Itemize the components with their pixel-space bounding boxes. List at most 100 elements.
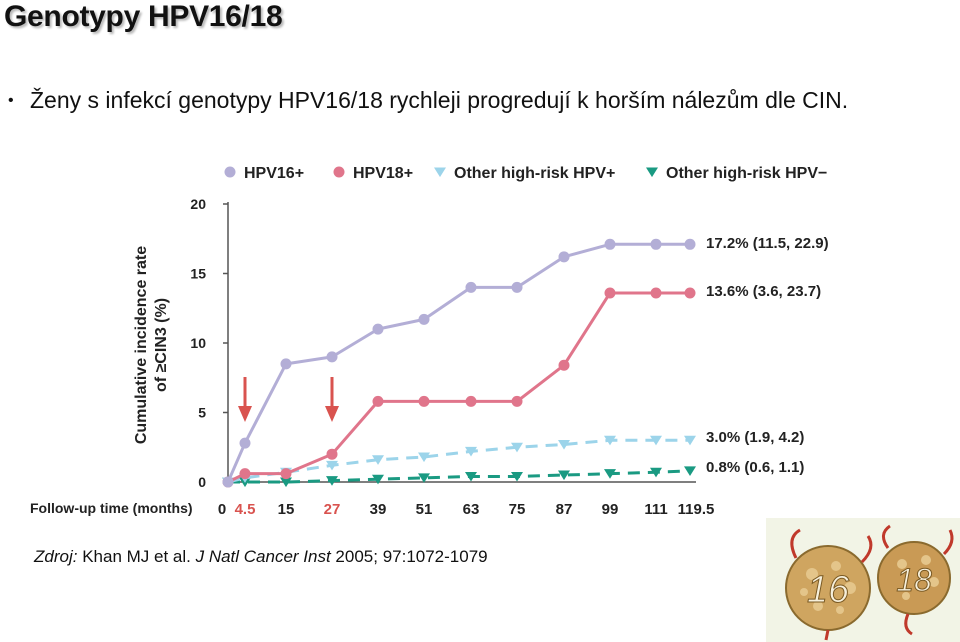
legend-marker [646,167,658,178]
legend-marker [333,166,345,178]
x-tick-label: 4.5 [235,501,256,518]
end-value-label: 17.2% (11.5, 22.9) [706,235,829,252]
data-point [418,313,430,325]
data-point [511,471,523,482]
x-tick-label: 15 [278,501,295,518]
y-axis-title-line2: of ≥CIN3 (%) [153,298,170,392]
chart-legend: HPV16+ HPV18+ Other high-risk HPV+ Other hi… [224,165,827,182]
data-point [465,395,477,407]
y-tick-label: 15 [190,266,206,282]
bullet-dot-icon: • [8,92,14,109]
data-point [326,476,338,486]
data-point [650,238,662,250]
series-line [228,469,691,484]
source-authors: Khan MJ et al. [77,547,196,566]
y-tick-label: 10 [190,335,206,351]
x-tick-label: 0 [218,501,226,518]
data-point [684,287,696,299]
data-point [604,238,616,250]
bullet-item: • Ženy s infekcí genotypy HPV16/18 rychl… [8,86,908,115]
legend-marker [224,166,236,178]
source-reference: 2005; 97:1072-1079 [330,547,488,566]
end-labels: 17.2% (11.5, 22.9) 13.6% (3.6, 23.7) 3.0% … [706,235,829,476]
data-point [650,287,662,299]
y-tick-label: 5 [198,405,206,421]
x-axis: Follow-up time (months) 0 4.5 15 27 39 51 63 75 8… [30,481,715,518]
data-point [222,476,234,488]
data-point [465,471,477,482]
data-point [418,452,430,463]
data-point [418,395,430,407]
data-point [372,323,384,335]
data-point [372,395,384,407]
data-point [604,469,616,479]
end-value-label: 0.8% (0.6, 1.1) [706,459,804,476]
source-journal: J Natl Cancer Inst [195,547,331,566]
x-tick-label: 63 [463,501,480,518]
data-point [511,442,523,453]
data-point [326,351,338,363]
data-point [372,474,384,485]
data-point [650,435,662,446]
data-point [239,468,251,480]
y-axis: 0 5 10 15 20 Cumulative incidence rate of ≥CIN… [133,196,229,490]
data-point [418,473,430,483]
plot-area [222,238,696,488]
data-point [465,446,477,457]
data-point [326,448,338,460]
virus-left-icon: 16 [785,528,873,641]
x-axis-title: Follow-up time (months) [30,500,193,516]
x-tick-label: 39 [370,501,387,518]
virus-left-label: 16 [807,569,850,611]
x-tick-label: 87 [556,501,573,518]
data-point [558,251,570,263]
x-tick-label: 51 [416,501,433,518]
data-point [558,470,570,481]
data-point [684,466,696,476]
legend-label: HPV16+ [244,165,304,182]
source-label: Zdroj: [34,547,78,566]
data-point [465,281,477,293]
data-point [650,467,662,478]
data-point [280,477,292,488]
virus-right-label: 18 [896,562,932,598]
data-point [558,359,570,371]
bullet-text: Ženy s infekcí genotypy HPV16/18 rychlej… [30,87,849,113]
series-line [227,291,690,484]
y-tick-label: 20 [190,196,206,212]
data-point [372,455,384,465]
x-tick-label: 27 [324,501,341,518]
legend-label: Other high-risk HPV− [666,165,827,182]
legend-marker [434,167,446,178]
series-line [226,242,690,483]
data-point [684,238,696,250]
y-tick-label: 0 [198,474,206,490]
data-point [684,435,696,446]
hpv-virus-illustration: 16 18 [766,518,960,642]
data-point [326,460,338,471]
slide-title: Genotypy HPV16/18 [4,0,283,33]
data-point [280,468,292,480]
data-point [239,437,251,449]
x-tick-label: 111 [644,501,667,518]
end-value-label: 3.0% (1.9, 4.2) [706,429,804,446]
x-tick-label: 75 [509,501,526,518]
y-axis-title-line1: Cumulative incidence rate [133,246,150,444]
source-citation: Zdroj: Khan MJ et al. J Natl Cancer Inst… [34,547,488,567]
virus-right-icon: 18 [877,524,954,636]
legend-label: Other high-risk HPV+ [454,165,615,182]
data-point [511,281,523,293]
highlight-arrow-head [238,406,252,422]
legend-label: HPV18+ [353,165,413,182]
data-point [280,358,292,370]
highlight-arrow-head [325,406,339,422]
data-point [558,439,570,450]
end-value-label: 13.6% (3.6, 23.7) [706,283,821,300]
data-point [604,435,616,446]
data-point [511,395,523,407]
x-tick-label: 119.5 [678,501,715,518]
data-point [604,287,616,299]
x-tick-label: 99 [602,501,619,518]
y-axis-title: Cumulative incidence rate of ≥CIN3 (%) [133,246,170,444]
